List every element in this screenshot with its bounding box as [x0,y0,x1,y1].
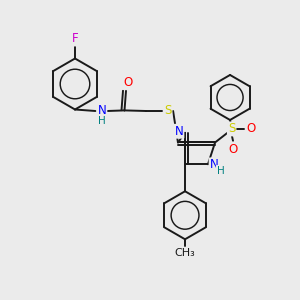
Text: N: N [98,104,106,118]
Text: O: O [123,76,132,89]
Text: H: H [98,116,106,126]
Text: F: F [72,32,78,46]
Text: O: O [228,142,238,156]
Text: N: N [175,125,183,138]
Text: N: N [210,158,218,171]
Text: S: S [228,122,235,136]
Text: H: H [217,166,224,176]
Text: O: O [246,122,256,136]
Text: CH₃: CH₃ [175,248,195,258]
Text: S: S [164,104,171,118]
